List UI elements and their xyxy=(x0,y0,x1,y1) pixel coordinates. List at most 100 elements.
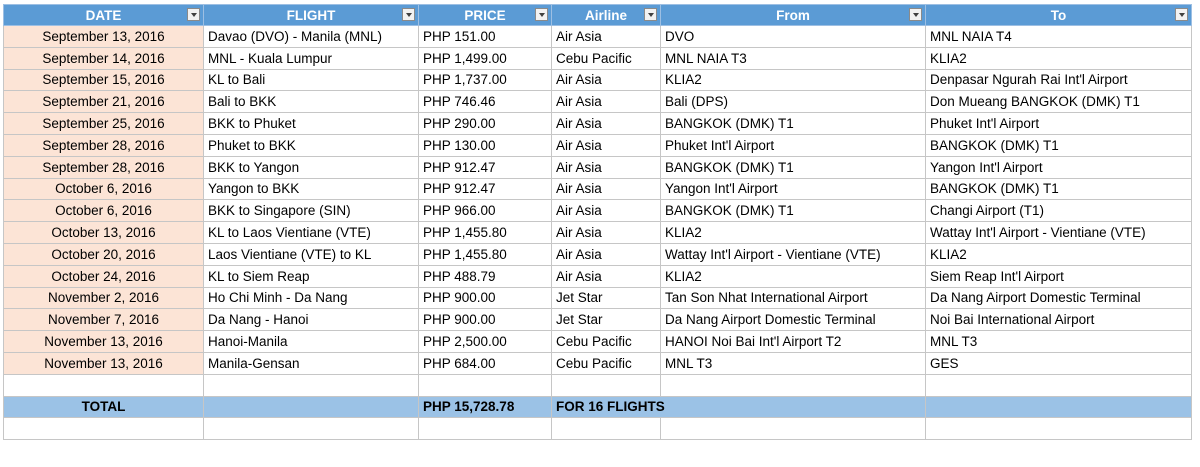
cell: Cebu Pacific xyxy=(551,46,661,70)
column-header: From xyxy=(660,4,926,26)
data-row: September 21, 2016 Bali to BKK PHP 746.46 A… xyxy=(3,90,1192,114)
total-price: PHP 15,728.78 xyxy=(418,395,552,419)
data-row: September 28, 2016 Phuket to BKK PHP 130.0… xyxy=(3,133,1192,157)
cell: BKK to Phuket xyxy=(203,112,419,135)
cell: Hanoi-Manila xyxy=(203,330,419,353)
column-header-text: From xyxy=(776,7,810,23)
cell: October 24, 2016 xyxy=(3,264,204,288)
cell: PHP 290.00 xyxy=(418,112,552,135)
cell: Laos Vientiane (VTE) to KL xyxy=(203,242,419,266)
filter-dropdown[interactable] xyxy=(1175,8,1188,21)
filter-dropdown[interactable] xyxy=(402,8,415,21)
cell xyxy=(660,417,926,441)
cell: BANGKOK (DMK) T1 xyxy=(660,199,926,223)
cell: Air Asia xyxy=(551,112,661,135)
cell: Bali (DPS) xyxy=(660,90,926,114)
column-header-text: To xyxy=(1050,7,1067,23)
cell: PHP 684.00 xyxy=(418,351,552,375)
cell: Air Asia xyxy=(551,199,661,223)
cell: September 25, 2016 xyxy=(3,112,204,135)
cell: Davao (DVO) - Manila (MNL) xyxy=(203,25,419,48)
cell: KL to Bali xyxy=(203,68,419,92)
cell: Tan Son Nhat International Airport xyxy=(660,286,926,310)
cell: PHP 1,499.00 xyxy=(418,46,552,70)
cell: Air Asia xyxy=(551,133,661,157)
cell: BANGKOK (DMK) T1 xyxy=(660,112,926,135)
data-row: October 6, 2016 BKK to Singapore (SIN) PHP… xyxy=(3,199,1192,223)
data-row: October 6, 2016 Yangon to BKK PHP 912.47 Ai… xyxy=(3,177,1192,201)
cell: KLIA2 xyxy=(925,242,1192,266)
cell xyxy=(203,395,419,419)
cell xyxy=(925,395,1192,419)
filter-dropdown[interactable] xyxy=(644,8,657,21)
cell: PHP 151.00 xyxy=(418,25,552,48)
cell: KL to Siem Reap xyxy=(203,264,419,288)
column-header-text: FLIGHT xyxy=(286,7,336,23)
cell: Bali to BKK xyxy=(203,90,419,114)
filter-dropdown[interactable] xyxy=(535,8,548,21)
header-row: DATE FLIGHT PRICE Airline From To xyxy=(3,4,1192,26)
cell: MNL NAIA T4 xyxy=(925,25,1192,48)
cell: September 14, 2016 xyxy=(3,46,204,70)
cell: PHP 488.79 xyxy=(418,264,552,288)
cell: November 2, 2016 xyxy=(3,286,204,310)
cell: Yangon Int'l Airport xyxy=(925,155,1192,179)
cell xyxy=(660,373,926,397)
cell: KL to Laos Vientiane (VTE) xyxy=(203,221,419,244)
cell: Air Asia xyxy=(551,177,661,201)
spreadsheet: DATE FLIGHT PRICE Airline From To September 1… xyxy=(3,4,1192,441)
empty-row xyxy=(3,417,1192,441)
cell xyxy=(418,417,552,441)
cell: PHP 130.00 xyxy=(418,133,552,157)
cell: BKK to Singapore (SIN) xyxy=(203,199,419,223)
cell xyxy=(925,417,1192,441)
cell: PHP 746.46 xyxy=(418,90,552,114)
cell: November 13, 2016 xyxy=(3,351,204,375)
cell xyxy=(418,373,552,397)
cell: Air Asia xyxy=(551,90,661,114)
cell: Da Nang - Hanoi xyxy=(203,308,419,332)
column-header-text: PRICE xyxy=(464,7,506,23)
cell: PHP 1,455.80 xyxy=(418,221,552,244)
column-header: Airline xyxy=(551,4,661,26)
cell: KLIA2 xyxy=(660,221,926,244)
data-row: September 14, 2016 MNL - Kuala Lumpur PHP … xyxy=(3,46,1192,70)
filter-dropdown[interactable] xyxy=(187,8,200,21)
cell: Don Mueang BANGKOK (DMK) T1 xyxy=(925,90,1192,114)
cell: PHP 1,737.00 xyxy=(418,68,552,92)
column-header: To xyxy=(925,4,1192,26)
cell: October 20, 2016 xyxy=(3,242,204,266)
total-label: TOTAL xyxy=(3,395,204,419)
data-row: October 24, 2016 KL to Siem Reap PHP 488.7… xyxy=(3,264,1192,288)
cell: September 15, 2016 xyxy=(3,68,204,92)
cell: MNL - Kuala Lumpur xyxy=(203,46,419,70)
cell: MNL T3 xyxy=(660,351,926,375)
filter-dropdown[interactable] xyxy=(909,8,922,21)
cell: MNL T3 xyxy=(925,330,1192,353)
cell: Yangon to BKK xyxy=(203,177,419,201)
cell: Changi Airport (T1) xyxy=(925,199,1192,223)
cell: KLIA2 xyxy=(660,264,926,288)
cell: October 6, 2016 xyxy=(3,199,204,223)
cell: Wattay Int'l Airport - Vientiane (VTE) xyxy=(925,221,1192,244)
cell: Air Asia xyxy=(551,264,661,288)
data-row: October 13, 2016 KL to Laos Vientiane (VT… xyxy=(3,221,1192,244)
cell: Manila-Gensan xyxy=(203,351,419,375)
cell: BANGKOK (DMK) T1 xyxy=(925,177,1192,201)
cell: Phuket Int'l Airport xyxy=(660,133,926,157)
data-row: November 2, 2016 Ho Chi Minh - Da Nang PHP… xyxy=(3,286,1192,310)
cell: PHP 912.47 xyxy=(418,177,552,201)
data-row: September 15, 2016 KL to Bali PHP 1,737.00… xyxy=(3,68,1192,92)
table-body: September 13, 2016 Davao (DVO) - Manila (… xyxy=(3,25,1192,441)
cell: Phuket to BKK xyxy=(203,133,419,157)
cell: GES xyxy=(925,351,1192,375)
cell xyxy=(203,373,419,397)
cell xyxy=(551,417,661,441)
cell xyxy=(203,417,419,441)
cell: PHP 1,455.80 xyxy=(418,242,552,266)
data-row: November 7, 2016 Da Nang - Hanoi PHP 900.0… xyxy=(3,308,1192,332)
cell: Phuket Int'l Airport xyxy=(925,112,1192,135)
cell: KLIA2 xyxy=(925,46,1192,70)
cell: Cebu Pacific xyxy=(551,330,661,353)
